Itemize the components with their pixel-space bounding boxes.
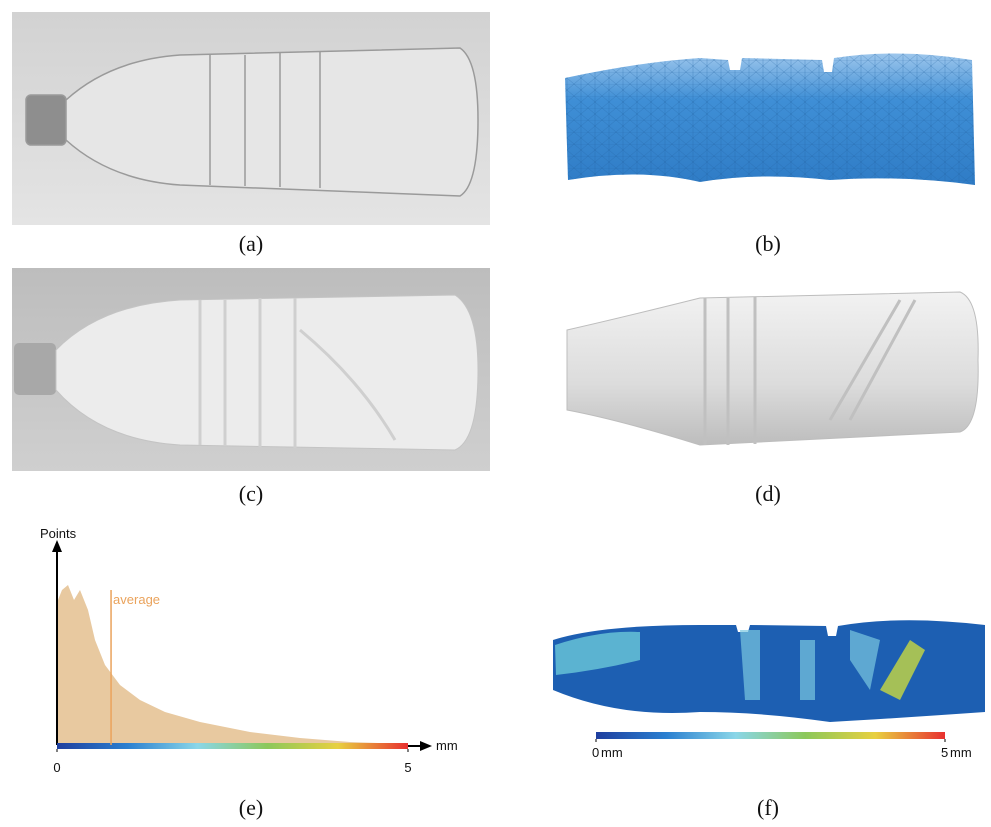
colorbar-unit: mm xyxy=(601,745,623,760)
reconstruction-d xyxy=(567,292,978,445)
caption: (d) xyxy=(755,481,781,506)
colorbar-f xyxy=(596,732,945,739)
arrow xyxy=(420,741,432,751)
mesh-b xyxy=(565,53,975,185)
error-map xyxy=(553,620,985,722)
figure: (a) (b) (c) (d) Points mm (e) (f) 0 5 aver… xyxy=(0,0,991,827)
caption: (c) xyxy=(239,481,263,506)
colorbar-e xyxy=(57,743,408,749)
x-tick-label: 5 xyxy=(404,760,411,775)
caption: (a) xyxy=(239,231,263,256)
caption: (b) xyxy=(755,231,781,256)
colorbar-tick-label: 5 xyxy=(941,745,948,760)
histogram: Points mm xyxy=(40,526,458,753)
average-label: average xyxy=(113,592,160,607)
caption: (f) xyxy=(757,795,779,820)
caption: (e) xyxy=(239,795,263,820)
x-axis-label: mm xyxy=(436,738,458,753)
y-axis-label: Points xyxy=(40,526,77,541)
colorbar-tick-label: 0 xyxy=(592,745,599,760)
colorbar-unit: mm xyxy=(950,745,972,760)
x-tick-label: 0 xyxy=(53,760,60,775)
arrow xyxy=(52,540,62,552)
